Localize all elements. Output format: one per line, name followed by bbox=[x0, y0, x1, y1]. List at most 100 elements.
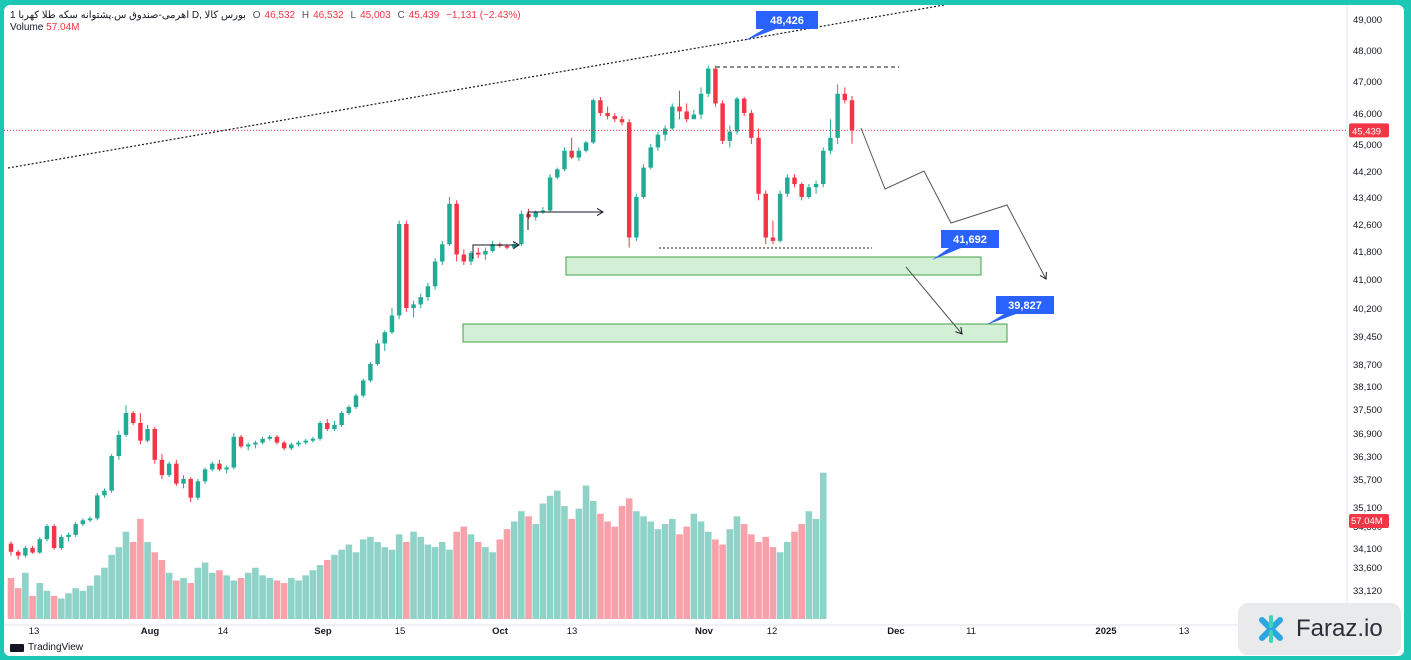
volume-bar bbox=[129, 542, 137, 619]
tradingview-logo[interactable]: TradingView bbox=[10, 642, 83, 653]
x-tick-label: 14 bbox=[218, 626, 229, 637]
candle-body bbox=[231, 436, 237, 468]
candle-body bbox=[447, 203, 452, 245]
candle-body bbox=[267, 436, 272, 439]
y-tick-label: 45,000 bbox=[1353, 140, 1382, 151]
volume-bar bbox=[575, 508, 583, 619]
price-chart[interactable]: 49,000 48,000 47,000 46,000 45,000 44,200 43,4… bbox=[4, 5, 1404, 656]
candle-body bbox=[626, 122, 632, 238]
candle-body bbox=[51, 526, 57, 548]
candle-body bbox=[360, 380, 366, 396]
candle-body bbox=[741, 98, 747, 113]
candle-body bbox=[842, 93, 848, 101]
volume-bar bbox=[395, 534, 403, 619]
candle-body bbox=[612, 116, 618, 120]
candle-body bbox=[245, 444, 251, 447]
close-label: C bbox=[397, 10, 405, 21]
last-volume-tag bbox=[1349, 514, 1389, 528]
y-tick-label: 42,600 bbox=[1353, 220, 1382, 231]
y-tick-label: 38,700 bbox=[1353, 360, 1382, 371]
open-value: 46,532 bbox=[264, 10, 296, 21]
y-tick-label: 46,000 bbox=[1353, 109, 1382, 120]
volume-bar bbox=[417, 536, 425, 619]
y-tick-label: 40,200 bbox=[1353, 304, 1382, 315]
volume-bar bbox=[244, 572, 252, 619]
y-tick-label: 43,400 bbox=[1353, 193, 1382, 204]
faraz-brand: Faraz.io bbox=[1296, 615, 1383, 642]
faraz-watermark: Faraz.io bbox=[1238, 603, 1401, 655]
volume-bar bbox=[482, 547, 489, 619]
candle-body bbox=[87, 518, 93, 521]
volume-bar bbox=[410, 531, 417, 619]
y-tick-label: 34,100 bbox=[1353, 544, 1382, 555]
candle-body bbox=[346, 407, 352, 413]
candle-body bbox=[684, 111, 689, 120]
candle-body bbox=[15, 551, 21, 556]
candle-body bbox=[641, 167, 646, 197]
candle-body bbox=[461, 254, 467, 262]
low-label: L bbox=[350, 10, 357, 21]
volume-bar bbox=[704, 531, 712, 619]
volume-bar bbox=[618, 506, 626, 619]
x-tick-label: Aug bbox=[141, 626, 160, 637]
volume-bar bbox=[798, 524, 805, 619]
volume-bar bbox=[719, 544, 726, 619]
volume-bar bbox=[553, 490, 561, 619]
candle-body bbox=[274, 436, 280, 443]
candle-body bbox=[332, 425, 337, 429]
candle-body bbox=[325, 423, 330, 429]
volume-bar bbox=[539, 503, 547, 619]
y-tick-label: 37,500 bbox=[1353, 405, 1382, 416]
volume-bar bbox=[654, 529, 662, 619]
candle-body bbox=[368, 364, 373, 381]
volume-bar bbox=[338, 549, 345, 619]
candle-body bbox=[195, 481, 201, 498]
candle-body bbox=[411, 304, 416, 308]
volume-bar bbox=[748, 534, 755, 619]
candle-body bbox=[605, 113, 610, 117]
candle-body bbox=[706, 68, 711, 94]
candle-body bbox=[281, 442, 287, 449]
volume-bar bbox=[762, 536, 770, 619]
volume-bar bbox=[194, 567, 202, 619]
volume-bar bbox=[589, 500, 597, 619]
volume-bar bbox=[309, 570, 317, 619]
volume-bar bbox=[510, 521, 518, 619]
volume-bar bbox=[323, 559, 331, 619]
symbol-title: 1 اهرمی-صندوق س.پشتوانه سکه طلا کهربا D,… bbox=[10, 10, 246, 21]
volume-bar bbox=[50, 595, 58, 619]
volume-bar bbox=[525, 516, 532, 619]
volume-bar bbox=[216, 570, 223, 619]
volume-bar bbox=[115, 547, 123, 619]
projection-path-2 bbox=[905, 266, 963, 335]
candle-body bbox=[109, 456, 114, 491]
callout-high-label: 48,426 bbox=[770, 15, 804, 27]
candle-body bbox=[44, 526, 50, 540]
volume-bar bbox=[431, 547, 439, 619]
candle-body bbox=[648, 147, 653, 168]
volume-bar bbox=[345, 544, 353, 619]
candle-body bbox=[382, 332, 388, 344]
volume-bar bbox=[331, 554, 338, 619]
volume-bar bbox=[288, 577, 295, 619]
volume-bar bbox=[403, 542, 410, 619]
candle-body bbox=[777, 193, 783, 241]
volume-bar bbox=[273, 580, 281, 619]
candle-body bbox=[547, 177, 553, 211]
tradingview-icon bbox=[10, 643, 24, 652]
candle-body bbox=[720, 103, 725, 141]
measure-arrow-2 bbox=[527, 211, 603, 230]
candle-body bbox=[583, 142, 589, 151]
volume-bar bbox=[503, 529, 511, 619]
projection-arrowhead-2 bbox=[955, 327, 963, 335]
volume-bar bbox=[43, 590, 51, 619]
faraz-logo-icon bbox=[1259, 615, 1283, 643]
volume-bar bbox=[302, 575, 310, 619]
y-tick-label: 41,000 bbox=[1353, 275, 1382, 286]
volume-bar bbox=[755, 542, 762, 619]
volume-bar bbox=[726, 529, 734, 619]
volume-bar bbox=[266, 577, 274, 619]
y-tick-label: 49,000 bbox=[1353, 15, 1382, 26]
candle-body bbox=[813, 184, 819, 188]
candle-body bbox=[440, 244, 445, 262]
